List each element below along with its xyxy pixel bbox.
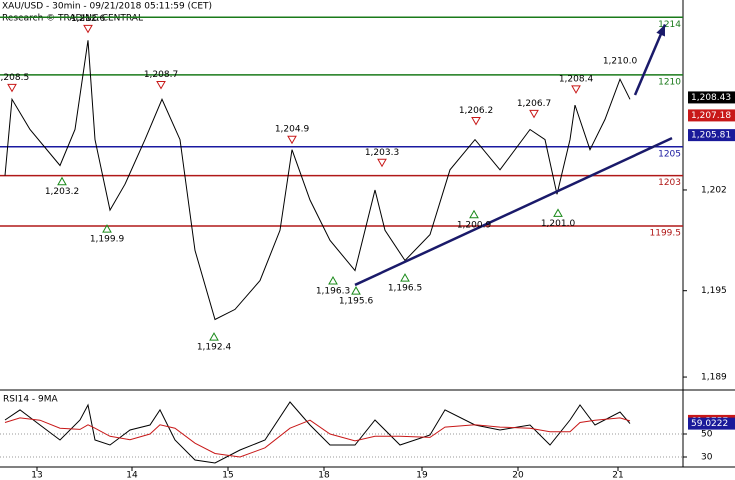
price-label: 1,205.81 <box>691 131 731 141</box>
annotation-label: 1,208.4 <box>559 74 594 84</box>
annotation-label: 1,206.7 <box>517 99 551 109</box>
rsi-title: RSI14 - 9MA <box>3 395 59 405</box>
price-box <box>688 129 735 142</box>
annotation-label: 1,208.7 <box>144 70 178 80</box>
low-marker <box>328 275 338 285</box>
chart-title: XAU/USD - 30min - 09/21/2018 05:11:59 (C… <box>2 2 212 12</box>
x-tick-label: 21 <box>612 471 623 480</box>
level-label: 1203 <box>658 178 681 188</box>
level-label: 1210 <box>658 77 681 87</box>
y-tick-label: 50 <box>701 429 713 439</box>
annotation-label: 1,195.6 <box>339 297 374 307</box>
annotation-label: 1,212.6 <box>71 14 106 24</box>
price-line <box>4 417 631 458</box>
price-line <box>4 40 631 321</box>
annotation-label: 1,200.9 <box>457 220 492 230</box>
price-line <box>4 401 631 464</box>
x-tick-label: 18 <box>318 471 330 480</box>
price-label: 1,208.43 <box>691 93 731 103</box>
y-tick-label: 1,195 <box>701 286 727 296</box>
price-label: 1,207.18 <box>691 111 731 121</box>
price-label: 59.0222 <box>691 419 728 429</box>
low-marker <box>400 273 410 282</box>
arrow-head <box>656 24 665 37</box>
high-marker <box>7 83 17 93</box>
annotation-label: 1,201.0 <box>541 219 576 229</box>
x-tick-label: 15 <box>222 471 233 480</box>
trend-line <box>354 137 673 287</box>
y-tick-label: 1,202 <box>701 185 727 195</box>
annotation-label: 1,204.9 <box>275 125 310 135</box>
high-marker <box>471 117 481 126</box>
annotation-label: 1,199.9 <box>90 235 125 245</box>
annotation-label: 1,203.3 <box>365 148 399 158</box>
annotation-label: 1,208.5 <box>0 73 29 83</box>
price-box <box>688 109 735 122</box>
high-marker <box>287 135 297 145</box>
low-marker <box>209 332 219 341</box>
level-label: 1214 <box>658 20 681 30</box>
x-tick-label: 13 <box>31 471 42 480</box>
price-box <box>688 91 735 104</box>
annotation-label: 1,196.5 <box>388 284 422 294</box>
level-label: 1199.5 <box>650 228 682 238</box>
high-marker <box>529 109 539 119</box>
price-box <box>688 417 735 430</box>
low-marker <box>102 224 112 233</box>
x-tick-label: 14 <box>126 471 138 480</box>
y-tick-label: 1,189 <box>701 373 727 383</box>
annotation-label: 1,210.0 <box>603 56 638 66</box>
high-marker <box>156 81 166 90</box>
high-marker <box>377 158 387 168</box>
high-marker <box>571 85 581 94</box>
low-marker <box>57 176 67 186</box>
high-marker <box>83 24 93 34</box>
annotation-label: 1,196.3 <box>316 286 350 296</box>
low-marker <box>553 208 563 217</box>
low-marker <box>469 209 479 219</box>
level-label: 1205 <box>658 149 681 159</box>
x-tick-label: 19 <box>416 471 428 480</box>
low-marker <box>351 286 361 295</box>
annotation-label: 1,203.2 <box>45 187 79 197</box>
annotation-label: 1,192.4 <box>197 343 232 353</box>
x-tick-label: 20 <box>512 471 524 480</box>
chart-subtitle: Research © TRADING CENTRAL <box>2 14 143 24</box>
annotation-label: 1,206.2 <box>459 106 493 116</box>
trend-line <box>633 23 667 96</box>
y-tick-label: 30 <box>701 452 713 462</box>
